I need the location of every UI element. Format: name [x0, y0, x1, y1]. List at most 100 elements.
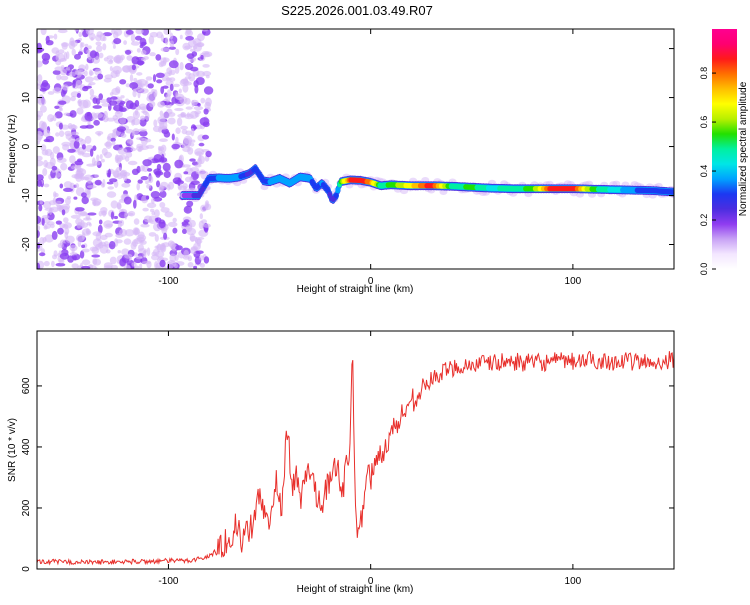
noise-blob: [147, 168, 153, 172]
noise-blob: [118, 144, 123, 148]
noise-blob: [69, 244, 78, 252]
noise-blob: [195, 170, 201, 175]
noise-blob: [137, 128, 147, 132]
noise-blob: [43, 138, 51, 143]
noise-blob: [93, 160, 101, 166]
x-tick-label: 0: [368, 276, 374, 287]
noise-blob: [96, 45, 103, 53]
noise-blob: [59, 183, 64, 189]
noise-blob: [131, 119, 136, 126]
noise-blob: [37, 215, 42, 224]
noise-blob: [76, 165, 82, 173]
noise-blob: [155, 72, 165, 79]
noise-blob: [135, 29, 144, 35]
noise-blob: [182, 84, 189, 93]
noise-blob: [146, 247, 151, 256]
noise-blob: [72, 255, 77, 261]
noise-blob: [75, 79, 83, 89]
noise-blob: [74, 207, 85, 212]
noise-blob: [169, 253, 177, 263]
noise-blob: [171, 143, 180, 150]
noise-blob: [52, 87, 62, 94]
noise-blob: [117, 250, 122, 254]
noise-blob: [185, 36, 195, 41]
noise-blob: [37, 242, 41, 249]
noise-blob: [92, 198, 102, 206]
noise-blob: [183, 171, 189, 175]
noise-blob: [137, 179, 143, 184]
spectrogram-ylabel: Frequency (Hz): [7, 115, 18, 184]
noise-blob: [145, 76, 153, 81]
noise-blob: [111, 87, 121, 96]
noise-blob: [163, 72, 171, 77]
noise-blob: [73, 196, 78, 200]
noise-blob: [147, 219, 154, 223]
noise-blob: [47, 91, 55, 95]
noise-blob: [136, 234, 147, 242]
noise-blob: [112, 65, 122, 75]
noise-blob: [58, 259, 65, 264]
noise-blob: [134, 100, 140, 107]
noise-blob: [129, 139, 134, 146]
noise-blob: [37, 133, 42, 142]
noise-blob: [89, 88, 95, 97]
noise-blob: [103, 241, 109, 247]
noise-blob: [141, 261, 151, 265]
noise-blob: [134, 265, 140, 269]
noise-blob: [157, 101, 166, 108]
noise-blob: [179, 34, 183, 40]
noise-blob: [78, 99, 89, 109]
noise-blob: [171, 133, 175, 141]
noise-blob: [58, 49, 65, 54]
snr-ticks: -100 0 100 0 200 400 600: [21, 331, 674, 587]
noise-blob: [61, 204, 71, 210]
noise-blob: [182, 143, 186, 148]
noise-blob: [89, 50, 98, 58]
noise-blob: [139, 263, 143, 269]
noise-blob: [57, 242, 64, 249]
noise-blob: [186, 200, 194, 207]
noise-blob: [41, 52, 51, 61]
noise-blob: [190, 66, 199, 72]
noise-blob: [156, 79, 163, 84]
noise-blob: [85, 29, 94, 36]
noise-blob: [39, 200, 43, 205]
noise-blob: [77, 151, 85, 156]
noise-blob: [137, 148, 142, 153]
noise-blob: [107, 60, 114, 65]
noise-blob: [61, 65, 65, 70]
noise-blob: [76, 223, 82, 229]
noise-blob: [87, 45, 92, 49]
noise-blob: [116, 201, 122, 210]
noise-blob: [136, 182, 140, 191]
noise-blob: [201, 29, 209, 32]
noise-blob: [159, 181, 169, 189]
noise-blob: [44, 234, 54, 243]
noise-blob: [78, 64, 86, 71]
noise-blob: [57, 29, 68, 34]
noise-blob: [174, 254, 179, 261]
noise-blob: [74, 29, 79, 32]
noise-blob: [109, 66, 113, 72]
noise-blob: [203, 51, 213, 57]
noise-blob: [190, 180, 200, 186]
noise-blob: [176, 117, 183, 127]
noise-blob: [59, 58, 67, 62]
noise-blob: [191, 99, 199, 106]
noise-blob: [98, 93, 103, 101]
noise-blob: [97, 224, 103, 234]
noise-blob: [160, 126, 168, 130]
noise-blob: [159, 110, 164, 117]
noise-blob: [87, 121, 91, 125]
noise-blob: [75, 70, 85, 76]
noise-blob: [75, 137, 84, 142]
noise-blob: [43, 201, 52, 209]
noise-blob: [60, 42, 69, 47]
noise-blob: [111, 140, 116, 146]
y-tick-label: 400: [21, 438, 32, 455]
noise-blob: [60, 162, 68, 171]
noise-blob: [69, 110, 77, 118]
noise-blob: [153, 92, 157, 98]
noise-blob: [55, 200, 62, 205]
noise-blob: [84, 76, 94, 83]
